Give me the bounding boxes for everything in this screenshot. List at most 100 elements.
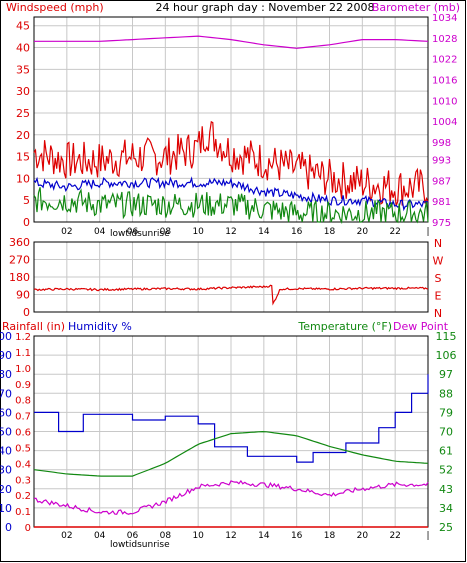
humidity-tick-label: 70 bbox=[0, 387, 12, 400]
temp-x-tick-label: 20 bbox=[357, 531, 369, 541]
temperature-tick-label: 70 bbox=[439, 426, 453, 439]
temp-x-tick-label: 14 bbox=[258, 531, 270, 541]
temperature-tick-label: 88 bbox=[439, 387, 453, 400]
panel-temp-humidity: 0102030405060708090100 00.10.20.30.40.50… bbox=[0, 330, 457, 550]
temp-x-tick-label: 22 bbox=[389, 531, 400, 541]
series-line-temperature bbox=[33, 430, 429, 477]
temperature-tick-label: 61 bbox=[439, 445, 453, 458]
temp-bottom-annotation: lowtidsunrise bbox=[110, 540, 170, 550]
rainfall-tick-label: 1.1 bbox=[15, 348, 31, 359]
barometer-tick-label: 981 bbox=[432, 197, 451, 208]
wind-x-tick-label: 10 bbox=[192, 227, 204, 237]
humidity-tick-label: 10 bbox=[0, 502, 12, 515]
direction-degree-label: 90 bbox=[16, 289, 30, 302]
rainfall-tick-label: 0.1 bbox=[15, 507, 31, 518]
temperature-tick-label: 97 bbox=[439, 368, 453, 381]
direction-series bbox=[33, 284, 429, 306]
temp-x-tick-label: | bbox=[426, 531, 429, 541]
wind-x-tick-label: 14 bbox=[258, 227, 270, 237]
temperature-tick-label: 79 bbox=[439, 406, 453, 419]
wind-x-tick-label: 22 bbox=[389, 227, 400, 237]
barometer-tick-label: 987 bbox=[432, 176, 451, 187]
wind-x-tick-label: 08 bbox=[160, 227, 172, 237]
rainfall-tick-label: 0.9 bbox=[15, 380, 31, 391]
wind-tick-label: 15 bbox=[16, 151, 30, 164]
rainfall-tick-label: 0.5 bbox=[15, 443, 31, 454]
direction-degree-label: 360 bbox=[9, 236, 30, 249]
temp-x-tick-label: 08 bbox=[160, 531, 172, 541]
direction-degree-ticks: 360 270 180 90 0 bbox=[9, 236, 30, 319]
panel-wind-frame bbox=[33, 16, 429, 223]
temp-x-tick-label: 12 bbox=[225, 531, 236, 541]
temp-x-ticks: 02 04 06 08 10 12 14 16 18 20 22 | bbox=[61, 531, 429, 541]
wind-x-tick-label: 18 bbox=[324, 227, 336, 237]
humidity-tick-label: 40 bbox=[0, 445, 12, 458]
barometer-y-ticks: 975 981 987 993 998 1004 1010 1016 1022 1028 1034 bbox=[432, 13, 457, 229]
temperature-tick-label: 25 bbox=[439, 521, 453, 534]
barometer-tick-label: 1016 bbox=[432, 76, 457, 87]
temp-x-tick-label: 04 bbox=[94, 531, 106, 541]
wind-x-tick-label: | bbox=[426, 227, 429, 237]
wind-series bbox=[33, 35, 429, 225]
rainfall-axis-title: Rainfall (in) bbox=[2, 320, 65, 333]
barometer-tick-label: 998 bbox=[432, 138, 451, 149]
barometer-axis-title: Barometer (mb) bbox=[372, 1, 460, 14]
series-line-dew_point bbox=[33, 479, 429, 515]
wind-x-ticks: 02 04 06 08 10 12 14 16 18 20 22 | bbox=[61, 227, 429, 237]
barometer-tick-label: 1010 bbox=[432, 96, 457, 107]
barometer-tick-label: 1034 bbox=[432, 13, 457, 24]
temperature-tick-label: 106 bbox=[436, 349, 457, 362]
temperature-tick-label: 115 bbox=[436, 330, 457, 343]
temp-series bbox=[33, 374, 429, 528]
wind-x-tick-label: 16 bbox=[291, 227, 303, 237]
wind-y-ticks: 0 5 10 15 20 25 30 35 40 45 bbox=[16, 20, 30, 229]
wind-x-tick-label: 12 bbox=[225, 227, 236, 237]
wind-tick-label: 35 bbox=[16, 63, 30, 76]
direction-grid bbox=[34, 242, 428, 312]
temperature-tick-label: 34 bbox=[439, 502, 453, 515]
series-line-wind_direction bbox=[33, 284, 429, 306]
temperature-axis-title: Temperature (°F) bbox=[297, 320, 392, 333]
rainfall-tick-label: 1.2 bbox=[15, 332, 31, 343]
barometer-tick-label: 1022 bbox=[432, 55, 457, 66]
temp-x-tick-label: 06 bbox=[127, 531, 139, 541]
direction-compass-label: N bbox=[434, 307, 442, 320]
barometer-tick-label: 1028 bbox=[432, 34, 457, 45]
wind-x-tick-label: 20 bbox=[357, 227, 369, 237]
series-line-barometer bbox=[34, 35, 429, 49]
humidity-tick-label: 30 bbox=[0, 464, 12, 477]
humidity-tick-label: 0 bbox=[5, 521, 12, 534]
barometer-tick-label: 975 bbox=[432, 218, 451, 229]
wind-tick-label: 5 bbox=[23, 194, 30, 207]
rainfall-tick-label: 0.6 bbox=[15, 428, 31, 439]
direction-degree-label: 270 bbox=[9, 254, 30, 267]
humidity-tick-label: 100 bbox=[0, 330, 12, 343]
rainfall-tick-label: 0 bbox=[25, 523, 31, 534]
wind-bottom-annotation: lowtidsunrise bbox=[110, 229, 170, 239]
wind-tick-label: 30 bbox=[16, 85, 30, 98]
rainfall-tick-label: 0.3 bbox=[15, 475, 31, 486]
series-line-humidity bbox=[34, 374, 429, 463]
direction-compass-label: W bbox=[433, 255, 444, 268]
humidity-tick-label: 90 bbox=[0, 349, 12, 362]
humidity-tick-label: 20 bbox=[0, 483, 12, 496]
barometer-tick-label: 993 bbox=[432, 155, 451, 166]
temperature-tick-label: 52 bbox=[439, 464, 453, 477]
dewpoint-axis-title: Dew Point bbox=[393, 320, 449, 333]
rainfall-y-ticks: 0 0.1 0.2 0.3 0.4 0.5 0.6 0.7 0.8 0.9 1.0 1.1 1.2 bbox=[15, 332, 31, 534]
wind-tick-label: 25 bbox=[16, 107, 30, 120]
wind-tick-label: 0 bbox=[23, 216, 30, 229]
humidity-tick-label: 80 bbox=[0, 368, 12, 381]
temp-x-tick-label: 02 bbox=[61, 531, 72, 541]
temp-x-tick-label: 10 bbox=[192, 531, 204, 541]
rainfall-tick-label: 0.7 bbox=[15, 412, 31, 423]
temperature-tick-label: 43 bbox=[439, 483, 453, 496]
temperature-y-ticks: 25 34 43 52 61 70 79 88 97 106 115 bbox=[436, 330, 457, 534]
wind-tick-label: 40 bbox=[16, 42, 30, 55]
direction-compass-label: E bbox=[435, 290, 442, 303]
wind-axis-title: Windspeed (mph) bbox=[6, 1, 104, 14]
temp-grid bbox=[34, 335, 428, 528]
